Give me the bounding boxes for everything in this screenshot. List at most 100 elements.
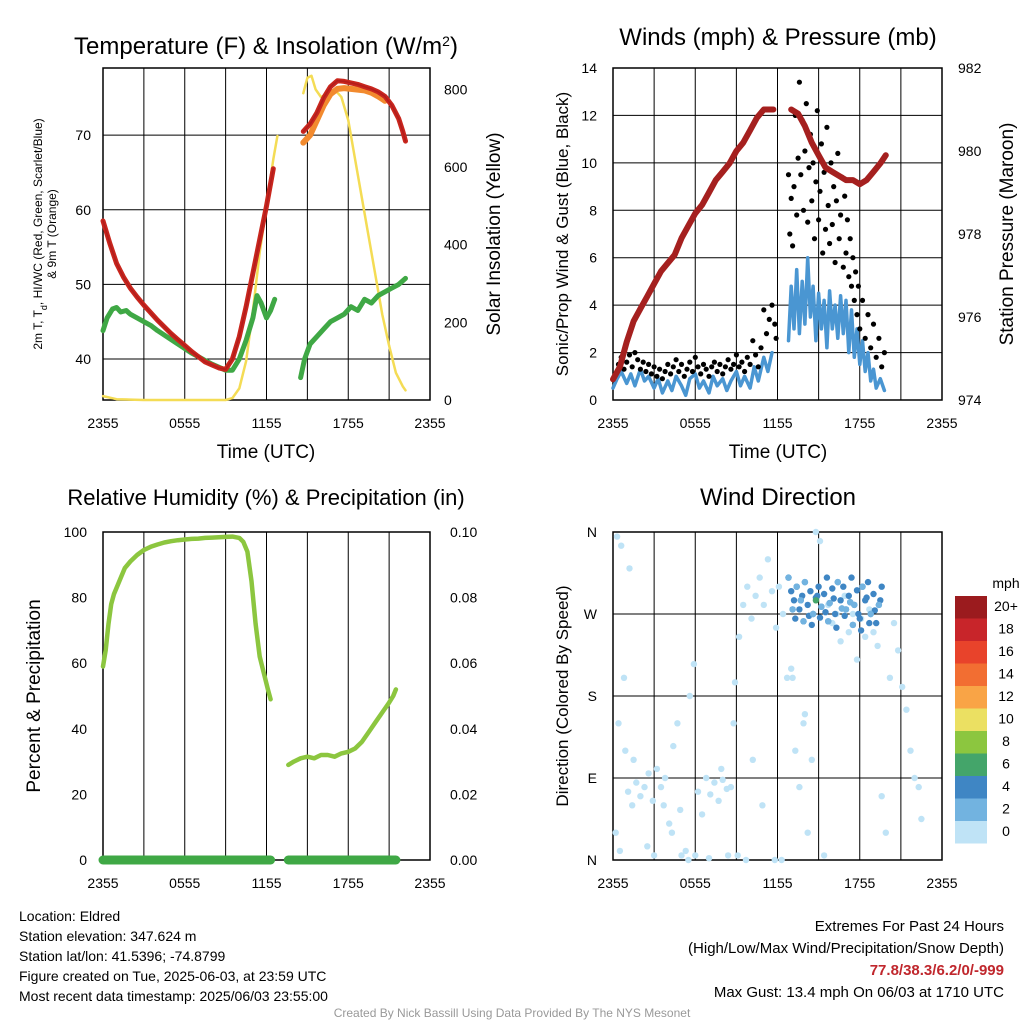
gust-point: [818, 141, 825, 147]
direction-point: [863, 594, 870, 601]
wind-y-tick-label: 12: [581, 107, 597, 123]
direction-point-calm: [645, 770, 652, 777]
direction-point: [878, 583, 885, 590]
direction-point-light: [818, 603, 825, 610]
gust-point: [742, 368, 748, 375]
legend-swatch: [955, 618, 987, 641]
temp-x-tick-label: 2355: [414, 415, 445, 431]
direction-point-calm: [890, 619, 898, 627]
temp-y2-tick-label: 800: [444, 81, 468, 97]
gust-point: [829, 221, 835, 228]
humidity-line: [100, 534, 399, 768]
gust-point: [629, 364, 635, 370]
gust-point: [689, 368, 696, 375]
direction-point: [871, 607, 878, 614]
temp-y2label: Solar Insolation (Yellow): [484, 132, 505, 335]
wind-y-tick-label: 8: [589, 202, 597, 218]
direction-point-calm: [692, 852, 699, 859]
rh-x-tick-label: 1755: [333, 875, 364, 891]
gust-point: [657, 366, 663, 372]
gust-point: [873, 354, 879, 360]
gust-point: [802, 148, 808, 154]
extremes-values: 77.8/38.3/6.2/0/-999: [869, 962, 1004, 979]
dir-x-tick-label: 2355: [926, 875, 957, 891]
wind-y2-tick-label: 982: [958, 60, 982, 76]
direction-point-calm: [629, 802, 636, 809]
temp-y-tick-label: 40: [75, 351, 91, 367]
gust-point: [635, 357, 641, 363]
rh-y-tick-label: 0: [79, 852, 87, 868]
direction-point-calm: [626, 565, 633, 572]
gust-point: [698, 371, 704, 377]
temp-y-tick-label: 70: [75, 127, 91, 143]
direction-point-calm: [779, 610, 787, 618]
direction-point: [845, 592, 852, 599]
direction-point-light: [859, 583, 866, 590]
direction-point: [840, 583, 847, 590]
gust-point: [846, 274, 852, 280]
direction-point-calm: [845, 629, 852, 636]
gust-point: [876, 335, 882, 341]
gust-point: [763, 331, 770, 337]
gust-point: [811, 236, 818, 242]
direction-point-calm: [894, 647, 902, 654]
direction-point-calm: [711, 779, 718, 786]
direction-point-calm: [620, 674, 628, 681]
temp-y-tick-label: 60: [75, 202, 91, 218]
gust-point: [881, 350, 888, 356]
temp-y2-tick-label: 400: [444, 237, 468, 253]
direction-point: [848, 574, 855, 581]
direction-point-calm: [666, 820, 673, 827]
wind-y2-tick-label: 978: [958, 226, 982, 242]
direction-point: [820, 590, 828, 598]
direction-point-calm: [734, 852, 741, 859]
gust-point: [640, 359, 646, 365]
gust-point: [836, 236, 842, 242]
direction-point-calm: [644, 843, 651, 850]
legend-swatch: [955, 596, 987, 619]
gust-point: [862, 335, 868, 341]
direction-point-light: [867, 610, 874, 618]
gust-point: [711, 359, 718, 365]
gust-point: [816, 217, 822, 223]
latlon-text: Station lat/lon: 41.5396; -74.8799: [19, 948, 226, 964]
direction-point-calm: [792, 747, 799, 754]
direction-point: [853, 587, 861, 594]
direction-point-calm: [682, 847, 689, 855]
gust-point: [750, 338, 756, 344]
gust-point: [687, 359, 693, 365]
direction-point-light: [785, 574, 792, 581]
legend-label: 10: [998, 711, 1014, 727]
wind-y-tick-label: 6: [589, 250, 597, 266]
direction-point-calm: [735, 633, 743, 640]
direction-point: [831, 610, 839, 618]
direction-point-calm: [616, 847, 624, 855]
gust-point: [758, 345, 764, 351]
direction-point-calm: [670, 742, 677, 750]
gust-point: [673, 357, 679, 363]
gust-point: [654, 373, 660, 379]
direction-point-calm: [637, 793, 644, 800]
legend-swatch: [955, 731, 987, 754]
gust-point: [659, 376, 666, 382]
direction-point-calm: [641, 783, 648, 791]
rh-y2-tick-label: 0.00: [450, 852, 477, 868]
legend-label: 8: [1002, 733, 1010, 749]
legend-swatch: [955, 821, 987, 844]
direction-point-green: [812, 597, 820, 604]
legend-title: mph: [992, 575, 1019, 591]
legend-swatch: [955, 753, 987, 776]
direction-point-calm: [730, 720, 737, 727]
wind-y-tick-label: 0: [589, 392, 597, 408]
direction-point-calm: [715, 797, 722, 804]
wind-title: Winds (mph) & Pressure (mb): [619, 24, 936, 51]
wind-y2-tick-label: 976: [958, 309, 982, 325]
direction-point-calm: [789, 674, 796, 681]
direction-point-calm: [886, 674, 894, 681]
direction-point-calm: [788, 665, 795, 672]
direction-point-calm: [624, 788, 632, 795]
gust-point: [709, 364, 715, 370]
pressure-line: [610, 106, 889, 383]
direction-point-calm: [719, 776, 726, 783]
direction-point-calm: [649, 797, 656, 804]
